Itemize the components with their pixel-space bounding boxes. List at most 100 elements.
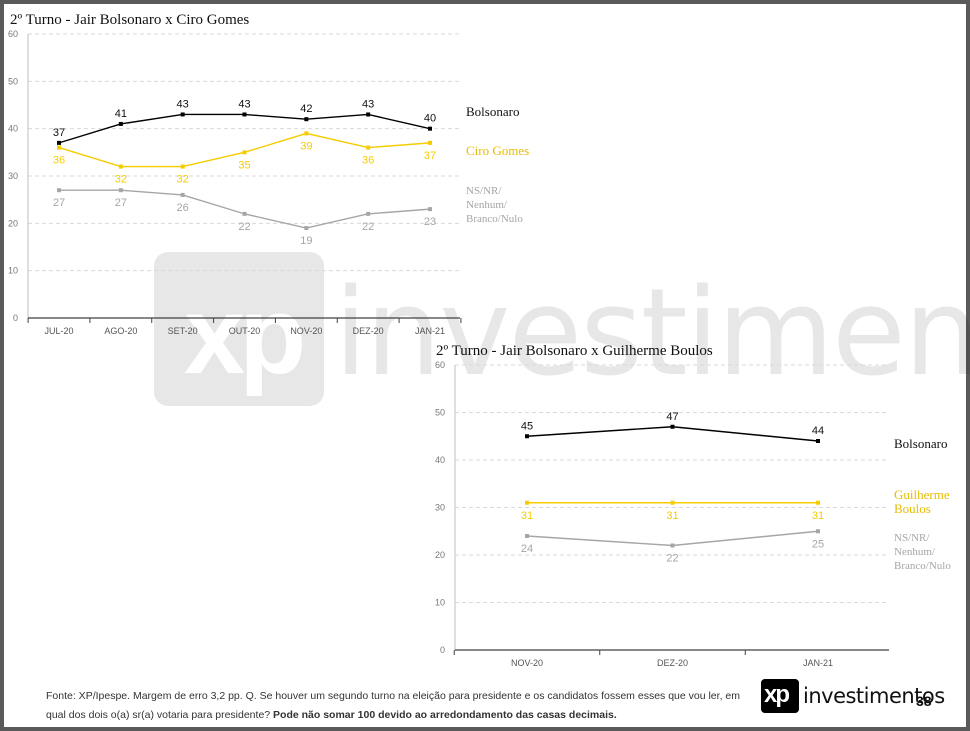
data-point <box>242 112 247 117</box>
y-tick-label: 50 <box>8 76 18 86</box>
data-point <box>366 112 371 117</box>
legend-label: Bolsonaro <box>894 436 947 451</box>
data-point <box>366 145 371 150</box>
logo-xp: xp <box>764 681 790 708</box>
data-label: 22 <box>666 553 678 565</box>
data-point <box>242 211 247 216</box>
y-tick-label: 60 <box>435 360 445 370</box>
y-tick-label: 0 <box>13 313 18 323</box>
data-point <box>118 164 123 169</box>
y-tick-label: 10 <box>8 266 18 276</box>
y-tick-label: 50 <box>435 408 445 418</box>
x-tick-label: DEZ-20 <box>353 326 384 336</box>
x-tick-label: SET-20 <box>168 326 198 336</box>
legend-label: Nenhum/ <box>466 199 508 211</box>
data-label: 22 <box>238 221 250 233</box>
legend-label: Ciro Gomes <box>466 143 529 158</box>
data-point <box>525 434 529 439</box>
data-label: 45 <box>521 420 533 432</box>
data-point <box>118 121 123 126</box>
data-label: 39 <box>300 140 312 152</box>
x-tick-label: OUT-20 <box>229 326 261 336</box>
data-label: 41 <box>115 108 127 120</box>
data-label: 31 <box>812 510 824 522</box>
x-tick-label: NOV-20 <box>290 326 322 336</box>
data-label: 40 <box>424 113 436 125</box>
y-tick-label: 40 <box>8 124 18 134</box>
data-point <box>180 112 185 117</box>
chart-2-title: 2º Turno - Jair Bolsonaro x Guilherme Bo… <box>436 343 713 359</box>
footer-text: Fonte: XP/Ipespe. Margem de erro 3,2 pp.… <box>46 690 740 721</box>
data-point <box>242 150 247 155</box>
y-tick-label: 60 <box>8 29 18 39</box>
x-tick-label: AGO-20 <box>104 326 137 336</box>
data-label: 27 <box>115 197 127 209</box>
data-point <box>304 226 309 231</box>
legend-label: Guilherme <box>894 487 950 502</box>
x-tick-label: JAN-21 <box>803 658 833 668</box>
x-tick-label: JUL-20 <box>44 326 73 336</box>
data-label: 37 <box>53 127 65 139</box>
series-line <box>526 530 819 547</box>
data-label: 43 <box>362 98 374 110</box>
data-point <box>670 543 675 548</box>
data-point <box>525 534 529 538</box>
y-tick-label: 30 <box>435 503 445 513</box>
data-point <box>304 131 309 136</box>
y-tick-label: 30 <box>8 171 18 181</box>
data-label: 23 <box>424 216 436 228</box>
data-point <box>57 145 61 150</box>
data-label: 36 <box>53 155 65 167</box>
data-point <box>180 192 185 197</box>
data-point <box>428 126 432 131</box>
y-tick-label: 20 <box>8 218 18 228</box>
data-point <box>816 529 820 534</box>
chart-1-title: 2º Turno - Jair Bolsonaro x Ciro Gomes <box>10 12 250 28</box>
slide: xp investimentos 2º Turno - Jair Bolsona… <box>4 4 970 727</box>
data-point <box>366 211 371 216</box>
data-label: 47 <box>666 411 678 423</box>
y-tick-label: 10 <box>435 598 445 608</box>
legend-label: Branco/Nulo <box>894 560 951 572</box>
data-label: 32 <box>177 174 189 186</box>
data-label: 31 <box>666 510 678 522</box>
data-label: 32 <box>115 174 127 186</box>
data-label: 35 <box>238 159 250 171</box>
legend-label: Bolsonaro <box>466 104 519 119</box>
legend-label: NS/NR/ <box>466 185 502 197</box>
y-tick-label: 40 <box>435 455 445 465</box>
data-point <box>428 140 432 145</box>
data-label: 36 <box>362 155 374 167</box>
footer-bold-text: Pode não somar 100 devido ao arredondame… <box>273 709 617 721</box>
page-number: 38 <box>916 693 932 709</box>
data-point <box>57 140 61 145</box>
data-point <box>428 207 432 212</box>
data-label: 31 <box>521 510 533 522</box>
data-point <box>670 424 675 429</box>
data-label: 44 <box>812 425 824 437</box>
data-point <box>304 117 309 122</box>
data-label: 19 <box>300 235 312 247</box>
data-point <box>670 500 675 505</box>
data-label: 27 <box>53 197 65 209</box>
data-label: 24 <box>521 543 533 555</box>
data-point <box>57 188 61 193</box>
data-point <box>180 164 185 169</box>
y-tick-label: 0 <box>440 645 445 655</box>
data-point <box>816 439 820 443</box>
data-label: 43 <box>177 98 189 110</box>
x-tick-label: JAN-21 <box>415 326 445 336</box>
series-line <box>526 426 819 442</box>
footer-note: Fonte: XP/Ipespe. Margem de erro 3,2 pp.… <box>46 687 746 725</box>
legend-label: Branco/Nulo <box>466 213 523 225</box>
data-label: 43 <box>238 98 250 110</box>
legend-label: Nenhum/ <box>894 546 936 558</box>
legend-label: NS/NR/ <box>894 532 930 544</box>
y-tick-label: 20 <box>435 550 445 560</box>
data-point <box>816 500 820 505</box>
data-label: 37 <box>424 150 436 162</box>
data-point <box>525 500 529 505</box>
charts-canvas: 0 10 20 30 40 50 60 JUL-20 AGO-20 SET-20 OUT-20 NOV… <box>8 29 951 668</box>
logo-text: investimentos <box>803 684 945 708</box>
legend-label: Boulos <box>894 501 931 516</box>
